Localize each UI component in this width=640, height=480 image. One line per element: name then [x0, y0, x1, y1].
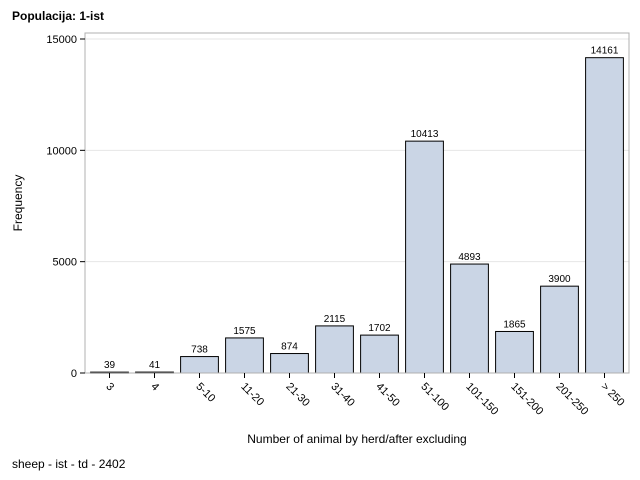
data-label: 39 [104, 360, 116, 371]
data-label: 41 [149, 360, 161, 371]
data-label: 4893 [458, 252, 481, 263]
x-tick-label: 151-200 [508, 381, 545, 418]
data-label: 10413 [411, 129, 439, 140]
y-tick-label: 0 [71, 368, 77, 380]
x-tick-label: 4 [148, 381, 161, 394]
data-label: 3900 [548, 274, 571, 285]
page-title: Populacija: 1-ist [12, 9, 105, 23]
bar [315, 325, 354, 374]
x-axis-title: Number of animal by herd/after excluding [247, 432, 466, 446]
footer-note: sheep - ist - td - 2402 [12, 457, 126, 471]
bar [495, 330, 534, 374]
bar [540, 285, 579, 374]
data-label: 1575 [233, 326, 256, 337]
gridlines [85, 38, 629, 263]
x-tick-label: 51-100 [418, 381, 451, 414]
data-label: 1702 [368, 323, 391, 334]
data-labels: 39 41 738 1575 874 2115 1702 10413 4893 1865 3900 1… [104, 46, 619, 371]
data-label: 738 [191, 345, 208, 356]
x-tick-label: 101-150 [463, 381, 500, 418]
bar [225, 337, 264, 374]
bar [180, 356, 219, 374]
x-tick-label: > 250 [598, 381, 626, 409]
bar [405, 140, 444, 374]
y-tick-label: 15000 [46, 34, 77, 46]
y-tick-label: 10000 [46, 145, 77, 157]
data-label: 2115 [324, 314, 346, 325]
x-tick-label: 3 [103, 381, 116, 394]
bar [270, 353, 309, 374]
x-tick-label: 21-30 [283, 381, 311, 409]
bar [360, 334, 399, 374]
x-tick-label: 201-250 [553, 381, 590, 418]
y-tick-label: 5000 [53, 257, 77, 269]
x-tick-label: 41-50 [373, 381, 401, 409]
data-label: 1865 [503, 319, 526, 330]
x-tick-label: 5-10 [193, 381, 217, 405]
data-label: 874 [281, 342, 298, 353]
x-tick-label: 11-20 [238, 381, 266, 409]
bars [90, 57, 624, 374]
bar [585, 57, 624, 374]
x-tick-label: 31-40 [328, 381, 356, 409]
bar [450, 263, 489, 374]
data-label: 14161 [591, 46, 619, 57]
plot-frame [84, 32, 630, 374]
y-axis-title: Frequency [11, 175, 25, 232]
